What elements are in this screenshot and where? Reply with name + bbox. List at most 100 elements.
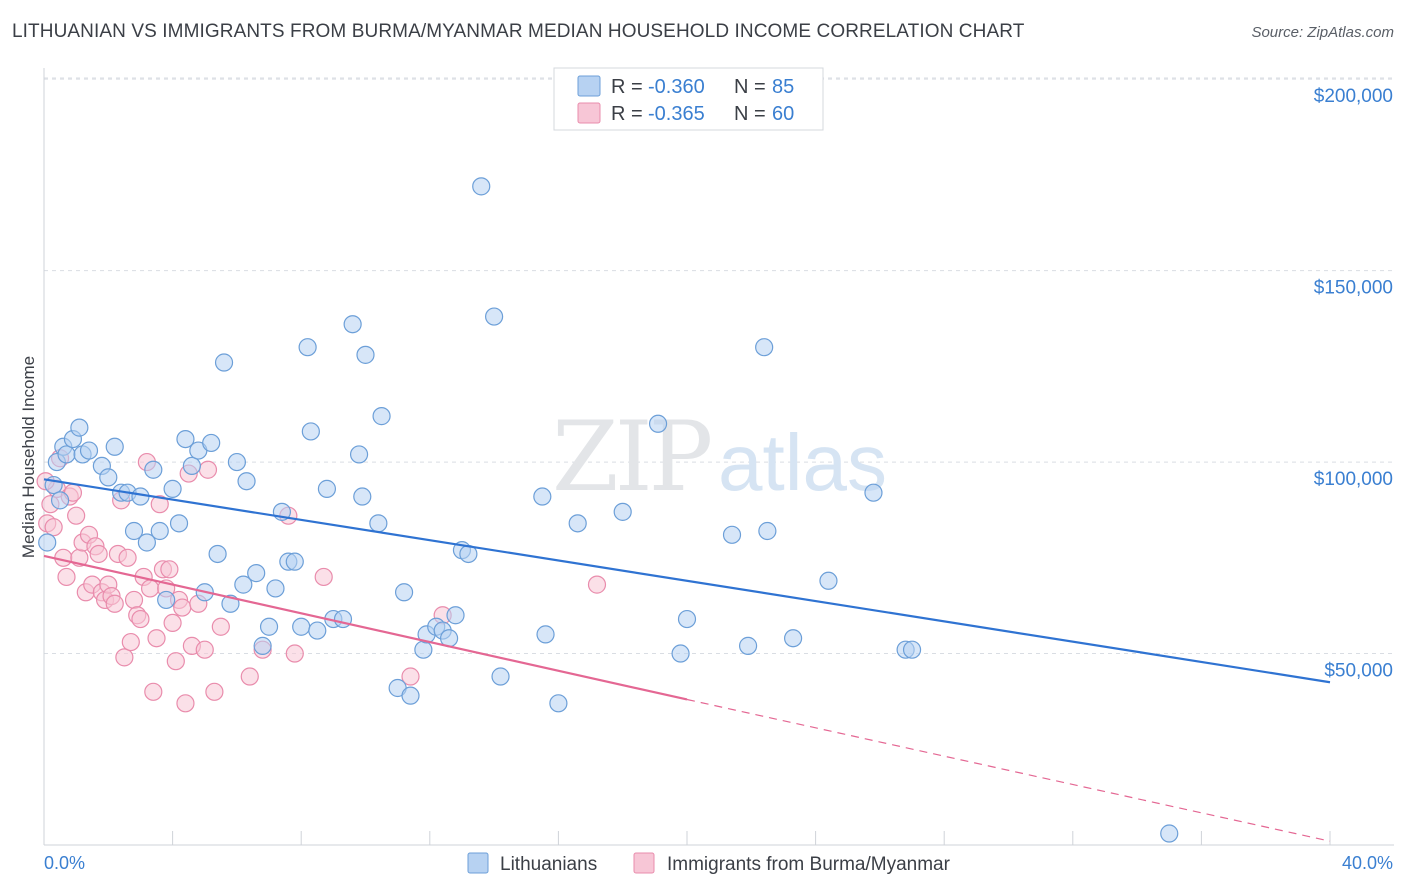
x-tick-label-min: 0.0% bbox=[44, 853, 85, 873]
lithuanians-point-0 bbox=[38, 533, 57, 552]
y-tick-labels: $50,000 $100,000 $150,000 $200,000 bbox=[1314, 86, 1393, 681]
burma-point-6 bbox=[57, 567, 76, 587]
lithuanians-point-57 bbox=[414, 640, 433, 659]
trend-lines bbox=[43, 478, 1331, 842]
y-tick-label-0: $50,000 bbox=[1324, 661, 1393, 682]
lithuanians-point-7 bbox=[70, 418, 89, 437]
lithuanians-point-51 bbox=[356, 345, 375, 364]
lithuanians-point-9 bbox=[79, 441, 99, 460]
burma-point-9 bbox=[67, 506, 86, 525]
lithuanians-point-40 bbox=[285, 552, 304, 571]
lithuanians-point-24 bbox=[182, 456, 201, 476]
lithuanians-point-20 bbox=[157, 590, 176, 610]
burma-point-16 bbox=[89, 544, 108, 564]
source-note: Source: ZipAtlas.com bbox=[1251, 24, 1394, 41]
legend-n-value-2: 60 bbox=[772, 103, 794, 125]
lithuanians-point-28 bbox=[208, 544, 227, 564]
lithuanians-point-49 bbox=[349, 445, 369, 464]
lithuanians-point-75 bbox=[677, 609, 697, 629]
lithuanians-point-55 bbox=[394, 583, 414, 602]
lithuanians-point-77 bbox=[738, 636, 758, 655]
lithuanians-point-34 bbox=[247, 564, 266, 583]
lithuanians-point-68 bbox=[533, 487, 552, 506]
burma-point-50 bbox=[211, 617, 230, 636]
burma-point-29 bbox=[131, 609, 150, 629]
burma-point-27 bbox=[124, 590, 144, 610]
burma-point-39 bbox=[163, 613, 182, 633]
lithuanians-point-41 bbox=[292, 617, 311, 636]
lithuanians-point-70 bbox=[549, 694, 568, 713]
lithuanians-point-69 bbox=[536, 625, 555, 644]
burma-point-58 bbox=[587, 575, 607, 594]
burma-point-35 bbox=[150, 495, 169, 514]
lithuanians-point-44 bbox=[308, 621, 327, 640]
burma-point-40 bbox=[166, 652, 185, 671]
lithuanians-point-65 bbox=[472, 177, 491, 196]
lithuanians-point-42 bbox=[298, 338, 317, 357]
lithuanians-point-48 bbox=[343, 315, 362, 334]
burma-point-25 bbox=[118, 548, 137, 567]
lithuanians-point-17 bbox=[137, 533, 156, 552]
chart-title: LITHUANIAN VS IMMIGRANTS FROM BURMA/MYAN… bbox=[12, 21, 1025, 42]
lithuanians-point-73 bbox=[648, 414, 668, 433]
lithuanians-point-27 bbox=[202, 433, 221, 453]
lithuanians-point-80 bbox=[783, 629, 803, 648]
burma-point-54 bbox=[285, 644, 304, 663]
burma-point-2 bbox=[44, 518, 63, 537]
lithuanians-point-78 bbox=[755, 338, 774, 357]
lithuanians-point-23 bbox=[176, 429, 195, 449]
lithuanians-point-85 bbox=[1160, 824, 1179, 843]
lithuanians-point-52 bbox=[369, 514, 388, 533]
burma-point-42 bbox=[173, 598, 192, 617]
burma-point-33 bbox=[144, 682, 163, 701]
y-tick-label-2: $150,000 bbox=[1314, 278, 1393, 299]
burma-point-32 bbox=[140, 579, 160, 598]
x-tick-label-max: 40.0% bbox=[1342, 853, 1393, 873]
lithuanians-point-21 bbox=[163, 479, 182, 498]
lithuanians-point-32 bbox=[234, 575, 253, 594]
lithuanians-point-37 bbox=[266, 579, 285, 598]
trend-line-burma bbox=[43, 554, 688, 701]
legend-n-value-1: 85 bbox=[772, 76, 794, 98]
lithuanians-point-56 bbox=[401, 686, 420, 705]
trend-line-burma-extension bbox=[686, 698, 1331, 842]
gridlines bbox=[44, 77, 1394, 655]
lithuanians-point-66 bbox=[485, 307, 504, 326]
burma-point-43 bbox=[176, 694, 195, 713]
lithuanians-point-45 bbox=[317, 479, 337, 498]
lithuanians-point-11 bbox=[99, 468, 118, 487]
burma-point-47 bbox=[195, 640, 214, 659]
lithuanians-point-67 bbox=[491, 667, 510, 686]
burma-point-34 bbox=[147, 629, 166, 648]
burma-point-55 bbox=[314, 567, 333, 587]
lithuanians-point-71 bbox=[568, 514, 587, 533]
lithuanians-point-76 bbox=[722, 525, 742, 544]
lithuanians-point-79 bbox=[758, 521, 777, 541]
series-legend-swatch-burma bbox=[633, 852, 655, 874]
lithuanians-point-35 bbox=[253, 636, 272, 655]
legend-r-value-1: -0.360 bbox=[648, 76, 705, 98]
lithuanians-point-62 bbox=[446, 606, 465, 625]
lithuanians-point-74 bbox=[671, 644, 690, 663]
lithuanians-point-36 bbox=[259, 617, 279, 636]
series-legend-burma: Immigrants from Burma/Myanmar bbox=[667, 854, 951, 875]
lithuanians-point-18 bbox=[144, 460, 163, 479]
lithuanians-point-19 bbox=[150, 521, 169, 541]
y-tick-label-1: $100,000 bbox=[1314, 469, 1393, 490]
y-axis-title: Median Household Income bbox=[19, 356, 38, 558]
lithuanians-point-5 bbox=[57, 445, 76, 464]
lithuanians-point-31 bbox=[227, 452, 246, 472]
legend-n-label-1: N = bbox=[734, 76, 766, 98]
burma-point-56 bbox=[401, 667, 420, 686]
lithuanians-point-50 bbox=[353, 487, 372, 506]
lithuanians-point-12 bbox=[105, 437, 124, 456]
series-legend-swatch-lithuanians bbox=[467, 852, 489, 874]
series-legend: Lithuanians Immigrants from Burma/Myanma… bbox=[467, 852, 951, 875]
legend-swatch-pink bbox=[577, 102, 601, 124]
burma-point-26 bbox=[121, 632, 140, 652]
watermark-zip: ZIP bbox=[552, 401, 711, 513]
trend-line-lithuanians bbox=[43, 478, 1331, 684]
burma-point-48 bbox=[198, 460, 218, 479]
burma-point-38 bbox=[160, 560, 179, 579]
